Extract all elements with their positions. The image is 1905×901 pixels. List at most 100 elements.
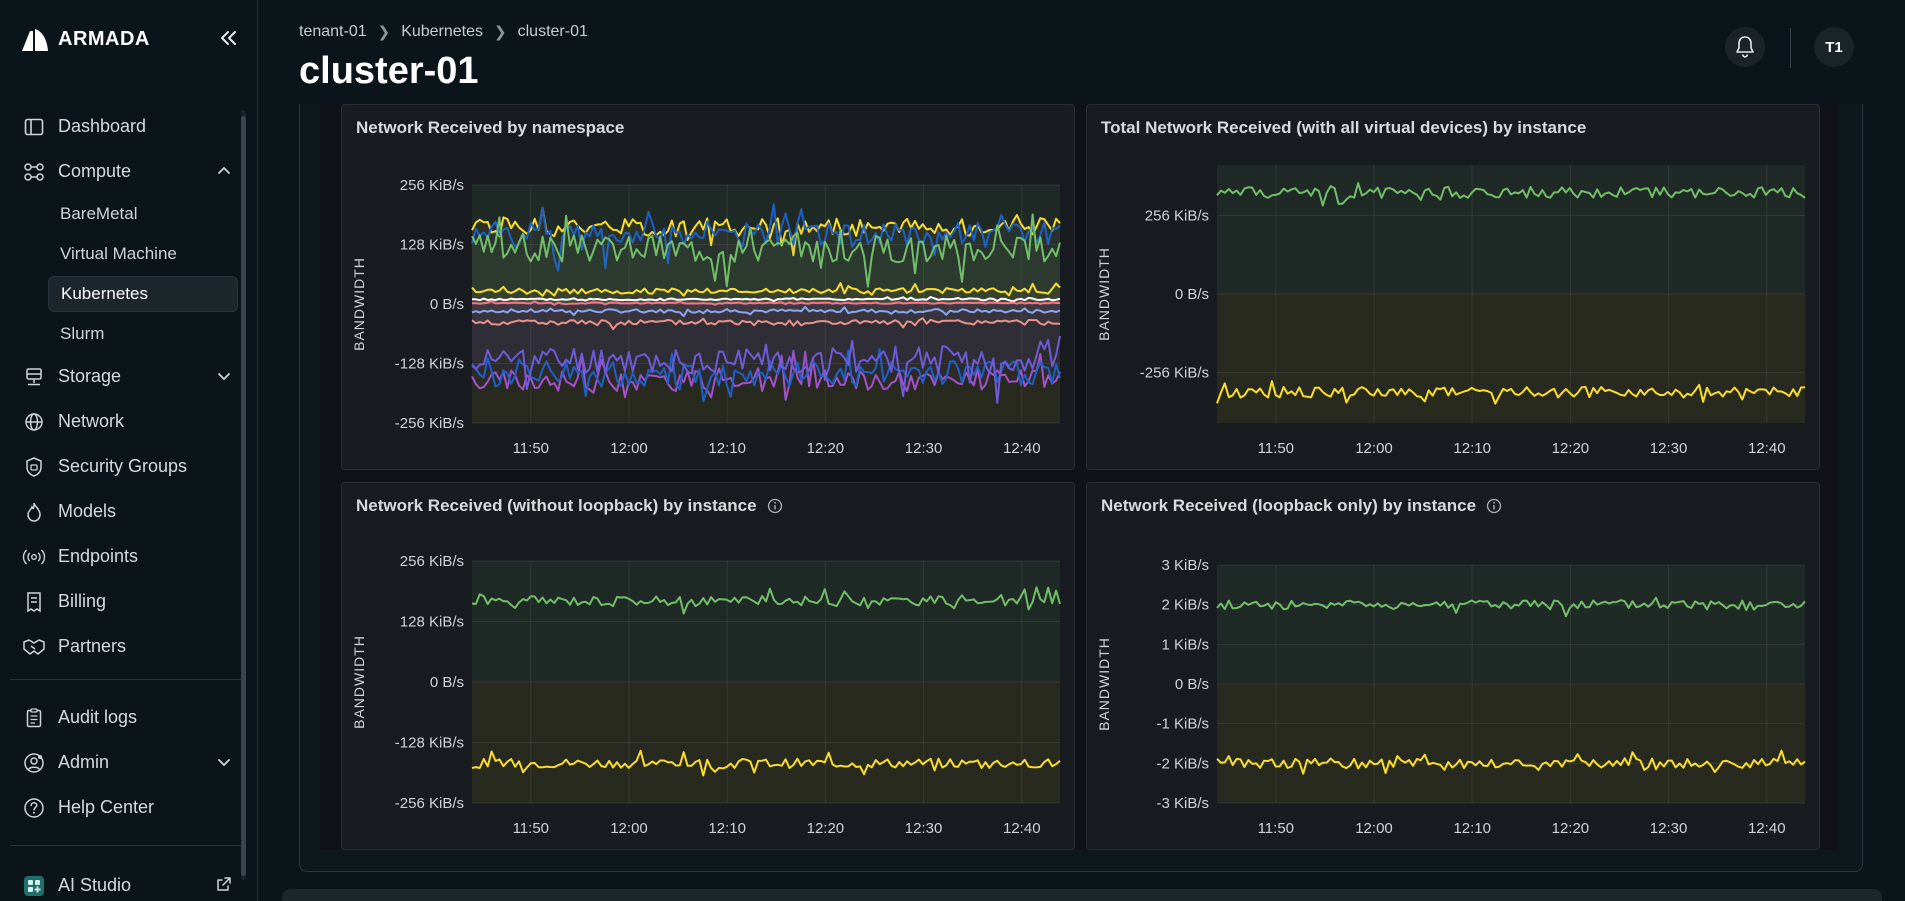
chart-svg[interactable]: 3 KiB/s 2 KiB/s 1 KiB/s 0 B/s -1 KiB/s -2 KiB… (1087, 483, 1821, 851)
y-tick-label: 1 KiB/s (1161, 636, 1209, 653)
sidebar-item-label: Partners (58, 636, 127, 656)
series-line-5[interactable] (471, 300, 1060, 306)
series-line-7[interactable] (471, 317, 1061, 331)
series-line-0[interactable] (1216, 596, 1806, 618)
x-tick-label: 12:10 (1453, 440, 1491, 457)
series-area (472, 304, 1060, 403)
y-tick-label: 0 B/s (430, 674, 464, 691)
y-tick-label: 3 KiB/s (1161, 557, 1209, 574)
sidebar-subitem-kubernetes[interactable]: Kubernetes (48, 276, 238, 312)
notifications-button[interactable] (1725, 27, 1765, 67)
sidebar-item-partners[interactable]: Partners (0, 624, 244, 669)
series-line-0[interactable] (471, 586, 1061, 615)
series-line-2[interactable] (471, 213, 1061, 288)
info-icon[interactable] (767, 498, 783, 514)
y-axis-label: BANDWIDTH (351, 257, 367, 351)
sidebar-item-label: Audit logs (58, 707, 138, 727)
handshake-icon (22, 635, 46, 659)
sidebar-subitem-slurm[interactable]: Slurm (60, 324, 105, 343)
series-line-9[interactable] (471, 348, 1061, 403)
y-axis-label: BANDWIDTH (351, 635, 367, 729)
chart-svg[interactable]: 256 KiB/s 128 KiB/s 0 B/s -128 KiB/s -256 Ki… (342, 483, 1076, 851)
sidebar-item-ai-studio[interactable]: AI Studio (0, 863, 244, 901)
header-divider (1790, 28, 1791, 68)
sidebar-item-network[interactable]: Network (0, 399, 244, 444)
broadcast-icon (22, 545, 46, 569)
breadcrumb-item-current: cluster-01 (517, 23, 588, 40)
y-tick-label: 0 B/s (1175, 286, 1209, 303)
series-line-10[interactable] (471, 335, 1061, 404)
y-tick-label: 2 KiB/s (1161, 597, 1209, 614)
series-area (1217, 598, 1805, 684)
sidebar-subitem-virtual-machine[interactable]: Virtual Machine (60, 244, 177, 263)
series-line-0[interactable] (471, 206, 1061, 257)
series-line-6[interactable] (471, 305, 1061, 318)
x-tick-label: 11:50 (513, 440, 549, 457)
dashboard-icon (22, 115, 46, 139)
x-tick-label: 12:20 (807, 820, 845, 837)
breadcrumb-item[interactable]: Kubernetes (401, 23, 484, 40)
x-tick-label: 12:10 (1453, 820, 1491, 837)
sidebar-item-billing[interactable]: Billing (0, 579, 244, 624)
y-tick-label: 128 KiB/s (400, 237, 464, 254)
breadcrumb: tenant-01 ❯ Kubernetes ❯ cluster-01 (299, 23, 588, 41)
chevron-up-icon (218, 166, 230, 174)
collapse-sidebar-button[interactable] (214, 26, 242, 50)
series-line-4[interactable] (472, 296, 1061, 303)
chevron-right-icon: ❯ (377, 24, 391, 41)
sidebar-item-admin[interactable]: Admin (0, 740, 244, 785)
y-tick-label: 128 KiB/s (400, 614, 464, 631)
sidebar-subitem-baremetal[interactable]: BareMetal (60, 204, 138, 223)
sidebar-item-audit-logs[interactable]: Audit logs (0, 695, 244, 740)
sidebar-item-security-groups[interactable]: Security Groups (0, 444, 244, 489)
negative-area-band (472, 682, 1060, 803)
y-tick-label: -2 KiB/s (1156, 755, 1209, 772)
series-line-1[interactable] (471, 749, 1061, 777)
series-line-1[interactable] (1216, 749, 1806, 775)
ai-studio-icon (22, 874, 46, 898)
y-tick-label: -3 KiB/s (1156, 795, 1209, 812)
x-tick-label: 12:00 (610, 440, 648, 457)
sidebar-item-models[interactable]: Models (0, 489, 244, 534)
x-tick-label: 12:10 (708, 440, 746, 457)
y-tick-label: -256 KiB/s (395, 415, 464, 432)
avatar[interactable]: T1 (1814, 27, 1854, 67)
sidebar-item-label: AI Studio (58, 875, 132, 895)
receipt-icon (22, 590, 46, 614)
y-tick-label: 256 KiB/s (400, 553, 464, 570)
series-line-1[interactable] (471, 203, 1061, 272)
armada-logo-icon (22, 29, 48, 51)
sidebar-scrollbar-thumb[interactable] (241, 116, 246, 876)
y-tick-label: 256 KiB/s (400, 177, 464, 194)
sidebar: ARMADA Dashboard Compute BareMetal (0, 0, 258, 901)
sidebar-item-label: Security Groups (58, 456, 188, 476)
panel-title: Network Received by namespace (356, 118, 624, 138)
sidebar-item-endpoints[interactable]: Endpoints (0, 534, 244, 579)
series-area (472, 214, 1060, 304)
brand[interactable]: ARMADA (20, 24, 150, 54)
chart-svg[interactable]: 256 KiB/s 128 KiB/s 0 B/s -128 KiB/s -256 Ki… (342, 105, 1076, 471)
bell-icon (1736, 36, 1754, 58)
sidebar-item-help-center[interactable]: Help Center (0, 785, 244, 830)
sidebar-item-compute[interactable]: Compute (0, 149, 244, 194)
x-tick-label: 12:30 (1650, 820, 1688, 837)
y-tick-label: 256 KiB/s (1145, 207, 1209, 224)
info-icon[interactable] (1486, 498, 1502, 514)
chevron-right-icon: ❯ (494, 24, 507, 41)
sidebar-item-label: Dashboard (58, 116, 147, 136)
x-tick-label: 12:20 (1552, 440, 1590, 457)
sidebar-item-storage[interactable]: Storage (0, 354, 244, 399)
sidebar-item-label: Endpoints (58, 546, 139, 566)
chart-svg[interactable]: 256 KiB/s 0 B/s -256 KiB/s 11:50 12:00 12:10 1… (1087, 105, 1821, 471)
series-line-3[interactable] (471, 282, 1061, 297)
positive-area-band (1217, 565, 1805, 684)
y-tick-label: 0 B/s (1175, 676, 1209, 693)
y-tick-label: -128 KiB/s (395, 356, 464, 373)
page-header: tenant-01 ❯ Kubernetes ❯ cluster-01 clus… (259, 0, 1905, 104)
y-axis-label: BANDWIDTH (1096, 247, 1112, 341)
series-area (1217, 294, 1805, 404)
sidebar-item-dashboard[interactable]: Dashboard (0, 104, 244, 149)
series-line-1[interactable] (1216, 380, 1806, 405)
breadcrumb-item[interactable]: tenant-01 (299, 23, 367, 40)
series-line-0[interactable] (1216, 182, 1806, 207)
